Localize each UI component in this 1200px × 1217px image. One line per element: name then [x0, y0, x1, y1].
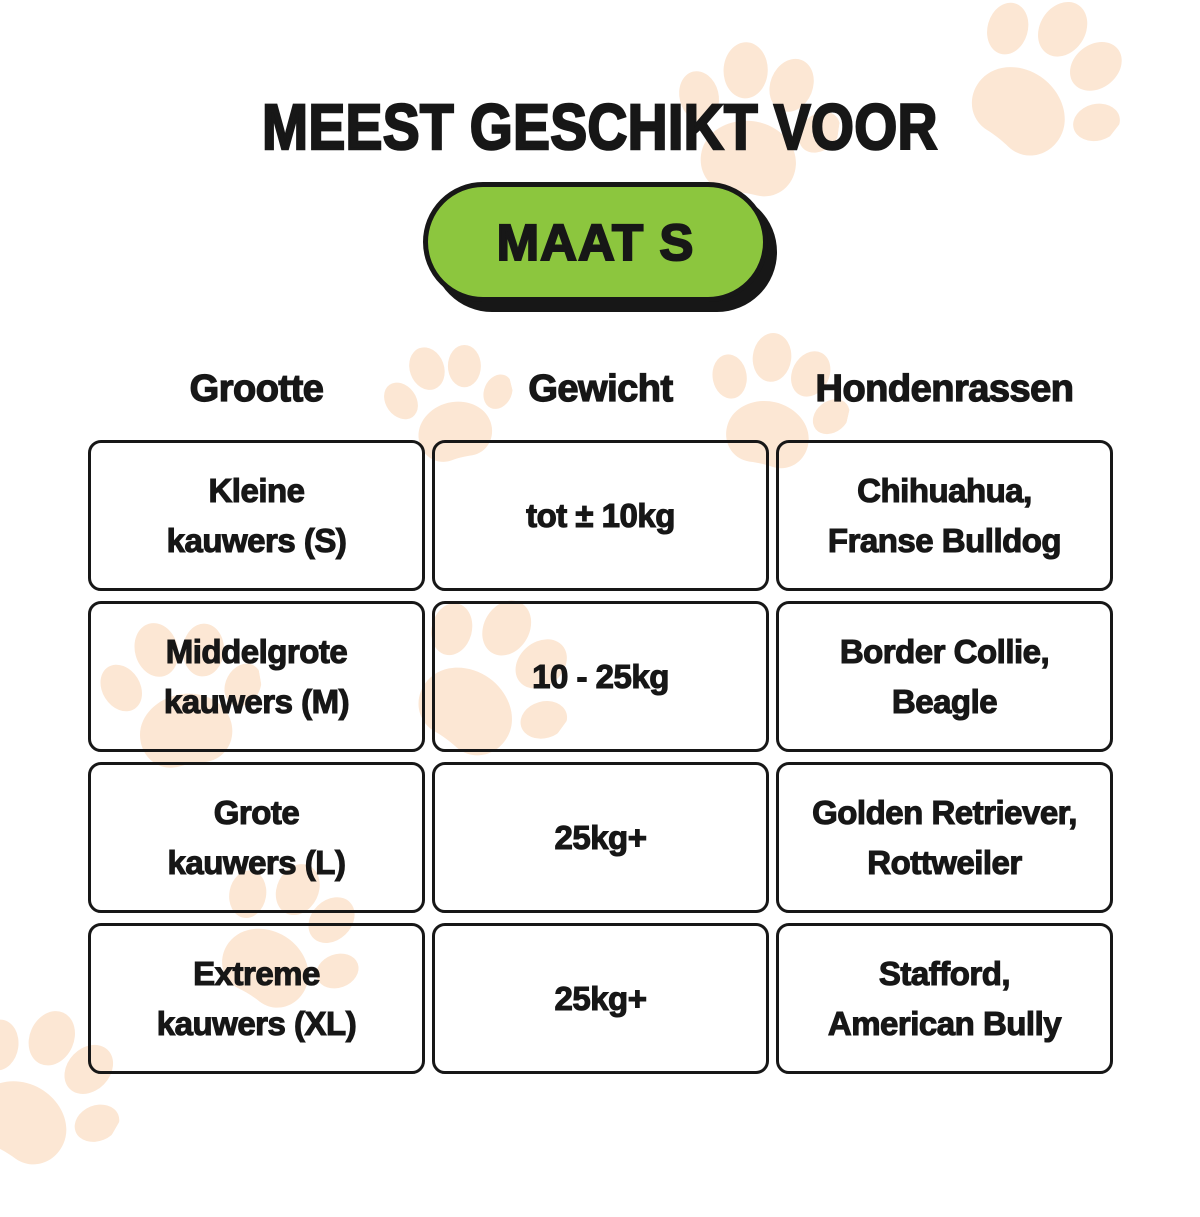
cell-breeds-row3: Golden Retriever, Rottweiler [776, 762, 1113, 913]
cell-line: Golden Retriever, [812, 793, 1078, 831]
cell-line: Beagle [891, 682, 998, 720]
cell-line: Rottweiler [867, 843, 1023, 881]
cell-weight-row3: 25kg+ [432, 762, 769, 913]
cell-line: Extreme [193, 954, 321, 992]
cell-line: kauwers (S) [166, 521, 347, 559]
cell-line: 25kg+ [554, 818, 648, 856]
cell-size-row4: Extreme kauwers (XL) [88, 923, 425, 1074]
cell-line: kauwers (M) [163, 682, 350, 720]
cell-breeds-row4: Stafford, American Bully [776, 923, 1113, 1074]
cell-breeds-row2: Border Collie, Beagle [776, 601, 1113, 752]
column-header-grootte: Grootte [189, 367, 325, 410]
cell-line: Kleine [208, 471, 306, 509]
cell-size-row2: Middelgrote kauwers (M) [88, 601, 425, 752]
size-badge: MAAT S [423, 182, 768, 302]
cell-line: American Bully [827, 1004, 1062, 1042]
cell-weight-row4: 25kg+ [432, 923, 769, 1074]
cell-size-row1: Kleine kauwers (S) [88, 440, 425, 591]
cell-breeds-row1: Chihuahua, Franse Bulldog [776, 440, 1113, 591]
cell-weight-row2: 10 - 25kg [432, 601, 769, 752]
size-table: Kleine kauwers (S) tot ± 10kg Chihuahua,… [88, 440, 1113, 1074]
column-header-gewicht: Gewicht [528, 367, 674, 410]
cell-line: Grote [213, 793, 300, 831]
cell-line: Middelgrote [165, 632, 348, 670]
cell-line: 10 - 25kg [532, 657, 670, 695]
column-header-hondenrassen: Hondenrassen [815, 367, 1075, 410]
cell-weight-row1: tot ± 10kg [432, 440, 769, 591]
cell-line: Stafford, [878, 954, 1011, 992]
cell-line: tot ± 10kg [526, 496, 676, 534]
cell-line: Border Collie, [839, 632, 1050, 670]
cell-line: kauwers (XL) [156, 1004, 357, 1042]
size-badge-label: MAAT S [496, 213, 695, 272]
page-title: MEEST GESCHIKT VOOR [261, 90, 938, 164]
cell-size-row3: Grote kauwers (L) [88, 762, 425, 913]
cell-line: kauwers (L) [167, 843, 346, 881]
cell-line: Franse Bulldog [827, 521, 1062, 559]
table-header-row: Grootte Gewicht Hondenrassen [88, 364, 1113, 414]
cell-line: Chihuahua, [857, 471, 1033, 509]
cell-line: 25kg+ [554, 979, 648, 1017]
